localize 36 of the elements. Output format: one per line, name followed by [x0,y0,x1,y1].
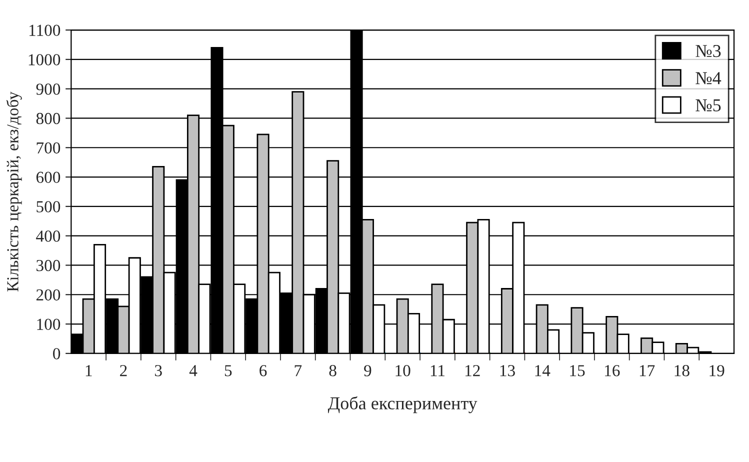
y-tick-label: 600 [36,172,60,183]
y-tick-label: 1000 [28,54,60,66]
y-tick-label: 200 [36,289,60,301]
y-tick-label: 400 [36,230,60,242]
x-tick-label: 19 [710,365,724,376]
x-tick-label: 2 [120,365,127,376]
x-tick-label: 18 [674,365,690,376]
x-tick-label: 5 [224,365,232,376]
x-tick-label: 4 [189,365,198,376]
y-tick-label: 900 [36,84,60,95]
x-tick-label: 10 [396,365,410,376]
x-tick-label: 3 [155,365,162,376]
x-tick-label: 11 [430,365,444,376]
legend-label: №5 [696,99,721,112]
x-tick-label: 14 [535,365,550,376]
x-tick-label: 1 [86,365,92,376]
y-tick-label: 1100 [29,24,60,36]
x-tick-label: 8 [329,365,336,376]
y-tick-label: 800 [36,112,60,124]
x-axis-title: Доба експерименту [328,396,478,414]
x-tick-label: 7 [294,365,302,376]
x-tick-label: 12 [465,365,480,376]
y-tick-label: 500 [36,201,60,212]
y-tick-label: 700 [36,142,60,154]
x-tick-label: 13 [500,365,515,376]
y-tick-label: 100 [37,318,60,330]
legend-label: №4 [696,72,722,84]
x-tick-label: 6 [260,365,267,376]
x-tick-label: 9 [364,365,372,376]
x-tick-label: 15 [570,365,585,376]
x-tick-label: 17 [640,365,655,376]
y-axis-title: Кількість церкарій, екз/добу [6,92,22,292]
x-tick-label: 16 [605,365,620,376]
y-tick-label: 0 [53,348,60,360]
y-tick-label: 300 [36,260,60,272]
legend-label: №3 [696,44,721,58]
